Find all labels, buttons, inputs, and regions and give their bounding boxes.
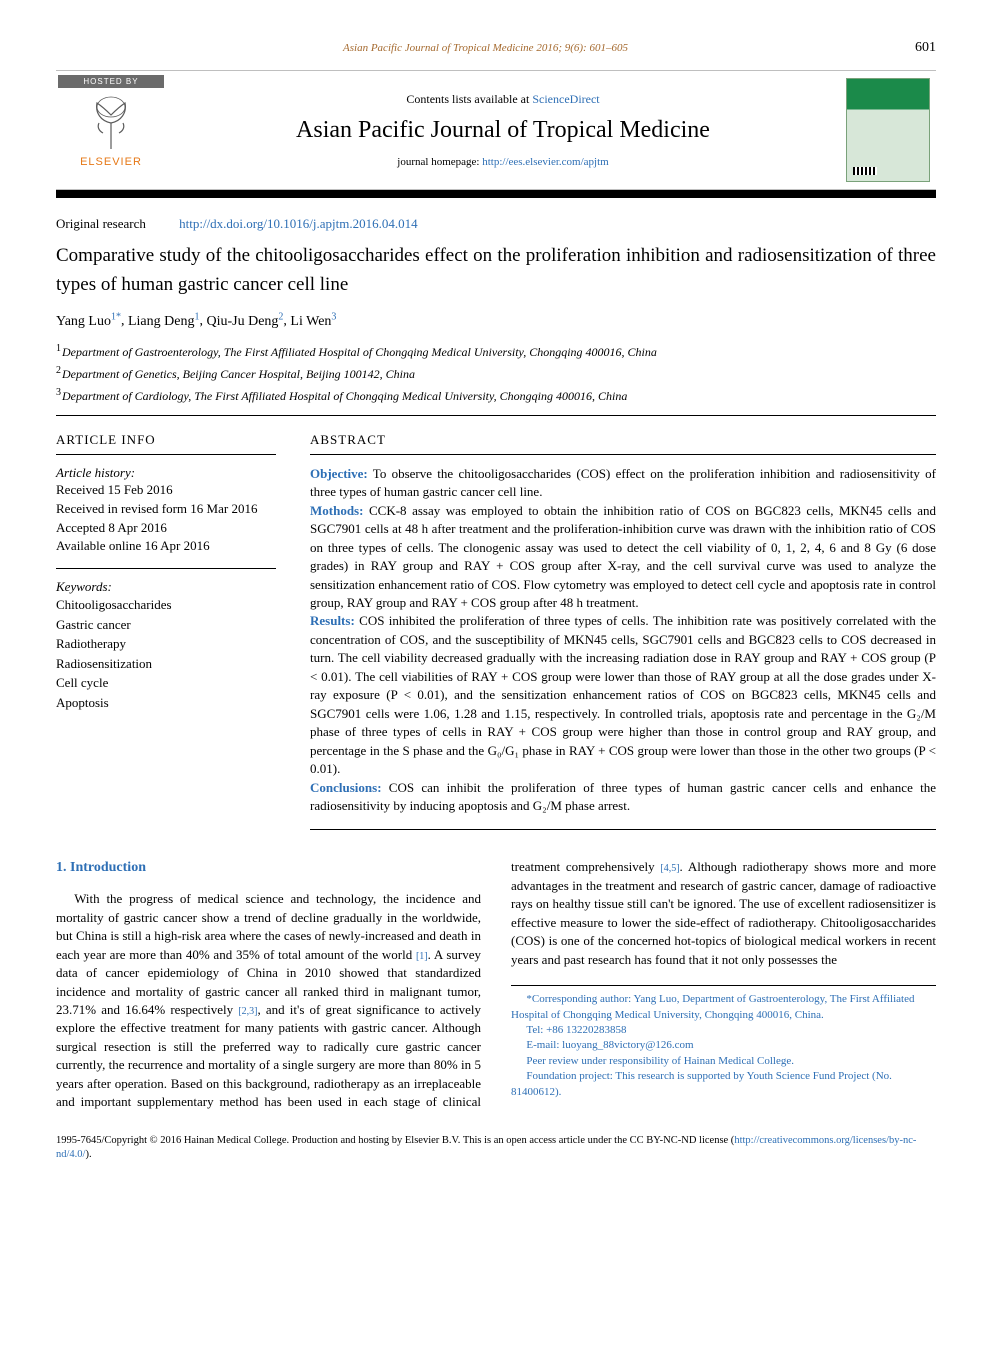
affiliation: 2Department of Genetics, Beijing Cancer … bbox=[56, 362, 936, 384]
page-number: 601 bbox=[915, 40, 936, 56]
author: Li Wen3 bbox=[290, 314, 336, 329]
history-item: Accepted 8 Apr 2016 bbox=[56, 519, 276, 538]
keyword: Chitooligosaccharides bbox=[56, 595, 276, 615]
article-history-label: Article history: bbox=[56, 465, 276, 481]
article-history: Received 15 Feb 2016 Received in revised… bbox=[56, 481, 276, 556]
email-note: E-mail: luoyang_88victory@126.com bbox=[511, 1038, 936, 1053]
affiliation: 3Department of Cardiology, The First Aff… bbox=[56, 384, 936, 406]
history-item: Received in revised form 16 Mar 2016 bbox=[56, 500, 276, 519]
peer-review-note: Peer review under responsibility of Hain… bbox=[511, 1054, 936, 1069]
author: Qiu-Ju Deng2 bbox=[206, 314, 283, 329]
affiliations: 1Department of Gastroenterology, The Fir… bbox=[56, 340, 936, 407]
journal-reference: Asian Pacific Journal of Tropical Medici… bbox=[343, 42, 628, 54]
publisher-block: HOSTED BY ELSEVIER bbox=[56, 71, 166, 189]
article-title: Comparative study of the chitooligosacch… bbox=[56, 242, 936, 299]
abstract-body: Objective: To observe the chitooligosacc… bbox=[310, 465, 936, 816]
masthead: HOSTED BY ELSEVIER Contents lists availa… bbox=[56, 70, 936, 190]
article-info-column: ARTICLE INFO Article history: Received 1… bbox=[56, 422, 276, 831]
running-header: Asian Pacific Journal of Tropical Medici… bbox=[56, 40, 936, 56]
section-heading-introduction: 1. Introduction bbox=[56, 858, 481, 878]
keywords-list: Chitooligosaccharides Gastric cancer Rad… bbox=[56, 595, 276, 712]
abstract-section-label: Mothods: bbox=[310, 503, 363, 518]
contents-available-line: Contents lists available at ScienceDirec… bbox=[406, 92, 599, 107]
body-text: 1. Introduction With the progress of med… bbox=[56, 858, 936, 1111]
abstract-column: ABSTRACT Objective: To observe the chito… bbox=[310, 422, 936, 831]
homepage-prefix: journal homepage: bbox=[397, 156, 482, 168]
hosted-by-label: HOSTED BY bbox=[58, 75, 164, 88]
publisher-name: ELSEVIER bbox=[80, 156, 142, 168]
corresponding-author-note: *Corresponding author: Yang Luo, Departm… bbox=[511, 992, 936, 1023]
masthead-center: Contents lists available at ScienceDirec… bbox=[166, 71, 840, 189]
article-type-label: Original research bbox=[56, 216, 146, 231]
footnotes: *Corresponding author: Yang Luo, Departm… bbox=[511, 985, 936, 1100]
funding-note: Foundation project: This research is sup… bbox=[511, 1069, 936, 1100]
affiliation: 1Department of Gastroenterology, The Fir… bbox=[56, 340, 936, 362]
journal-cover-thumb bbox=[840, 71, 936, 189]
keyword: Radiotherapy bbox=[56, 634, 276, 654]
doi-link[interactable]: http://dx.doi.org/10.1016/j.apjtm.2016.0… bbox=[179, 216, 417, 231]
keyword: Apoptosis bbox=[56, 693, 276, 713]
article-info-heading: ARTICLE INFO bbox=[56, 422, 276, 455]
author: Liang Deng1 bbox=[128, 314, 199, 329]
abstract-section-label: Results: bbox=[310, 613, 355, 628]
sciencedirect-link[interactable]: ScienceDirect bbox=[532, 92, 599, 106]
history-item: Received 15 Feb 2016 bbox=[56, 481, 276, 500]
abstract-section-label: Conclusions: bbox=[310, 780, 382, 795]
divider-bar bbox=[56, 190, 936, 198]
citation-link[interactable]: [2,3] bbox=[238, 1006, 257, 1017]
contents-prefix: Contents lists available at bbox=[406, 92, 532, 106]
keyword: Gastric cancer bbox=[56, 615, 276, 635]
keywords-label: Keywords: bbox=[56, 579, 276, 595]
author: Yang Luo1* bbox=[56, 314, 121, 329]
history-item: Available online 16 Apr 2016 bbox=[56, 537, 276, 556]
email-link[interactable]: luoyang_88victory@126.com bbox=[562, 1039, 693, 1051]
article-type-line: Original research http://dx.doi.org/10.1… bbox=[56, 216, 936, 232]
elsevier-tree-icon bbox=[76, 92, 146, 154]
copyright-line: 1995-7645/Copyright © 2016 Hainan Medica… bbox=[56, 1134, 936, 1162]
citation-link[interactable]: [4,5] bbox=[660, 863, 679, 874]
citation-link[interactable]: [1] bbox=[416, 951, 428, 962]
journal-title: Asian Pacific Journal of Tropical Medici… bbox=[296, 117, 710, 144]
keyword: Cell cycle bbox=[56, 673, 276, 693]
journal-homepage-line: journal homepage: http://ees.elsevier.co… bbox=[397, 156, 608, 168]
abstract-section-label: Objective: bbox=[310, 466, 368, 481]
tel-note: Tel: +86 13220283858 bbox=[511, 1023, 936, 1038]
authors-line: Yang Luo1*, Liang Deng1, Qiu-Ju Deng2, L… bbox=[56, 311, 936, 330]
cover-image-icon bbox=[846, 78, 930, 182]
journal-homepage-link[interactable]: http://ees.elsevier.com/apjtm bbox=[482, 156, 608, 168]
abstract-heading: ABSTRACT bbox=[310, 422, 936, 455]
keyword: Radiosensitization bbox=[56, 654, 276, 674]
